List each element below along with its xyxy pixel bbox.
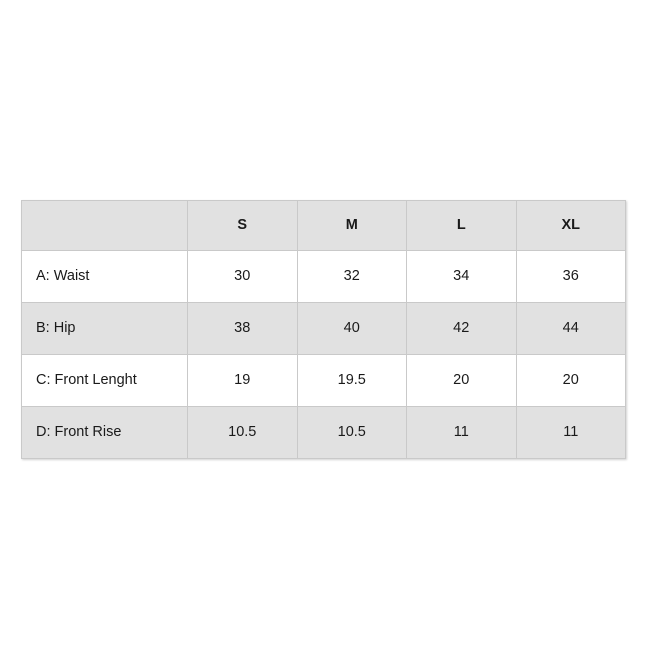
- table-body: A: Waist 30 32 34 36 B: Hip 38 40 42 44 …: [21, 250, 626, 459]
- cell-hip-l: 42: [406, 302, 517, 355]
- cell-front-length-xl: 20: [515, 354, 626, 407]
- table-row: A: Waist 30 32 34 36: [21, 250, 626, 303]
- cell-front-rise-xl: 11: [515, 406, 626, 459]
- cell-waist-s: 30: [187, 250, 298, 303]
- table-header-row: S M L XL: [21, 200, 626, 251]
- row-label-waist: A: Waist: [21, 250, 188, 303]
- cell-waist-xl: 36: [515, 250, 626, 303]
- cell-hip-xl: 44: [515, 302, 626, 355]
- cell-hip-m: 40: [296, 302, 407, 355]
- table-header: S M L XL: [21, 200, 626, 251]
- column-header-s: S: [187, 200, 298, 251]
- row-label-hip: B: Hip: [21, 302, 188, 355]
- cell-front-rise-l: 11: [406, 406, 517, 459]
- column-header-l: L: [406, 200, 517, 251]
- column-header-xl: XL: [515, 200, 626, 251]
- column-header-m: M: [296, 200, 407, 251]
- size-chart-table: S M L XL A: Waist 30 32 34 36 B: Hip 38: [21, 200, 626, 459]
- row-label-front-rise: D: Front Rise: [21, 406, 188, 459]
- row-label-front-length: C: Front Lenght: [21, 354, 188, 407]
- cell-waist-l: 34: [406, 250, 517, 303]
- table-row: C: Front Lenght 19 19.5 20 20: [21, 354, 626, 407]
- table-row: B: Hip 38 40 42 44: [21, 302, 626, 355]
- cell-waist-m: 32: [296, 250, 407, 303]
- table-row: D: Front Rise 10.5 10.5 11 11: [21, 406, 626, 459]
- cell-hip-s: 38: [187, 302, 298, 355]
- table-corner-cell: [21, 200, 188, 251]
- cell-front-rise-s: 10.5: [187, 406, 298, 459]
- cell-front-length-m: 19.5: [296, 354, 407, 407]
- cell-front-rise-m: 10.5: [296, 406, 407, 459]
- cell-front-length-l: 20: [406, 354, 517, 407]
- size-chart-container: S M L XL A: Waist 30 32 34 36 B: Hip 38: [21, 200, 626, 459]
- cell-front-length-s: 19: [187, 354, 298, 407]
